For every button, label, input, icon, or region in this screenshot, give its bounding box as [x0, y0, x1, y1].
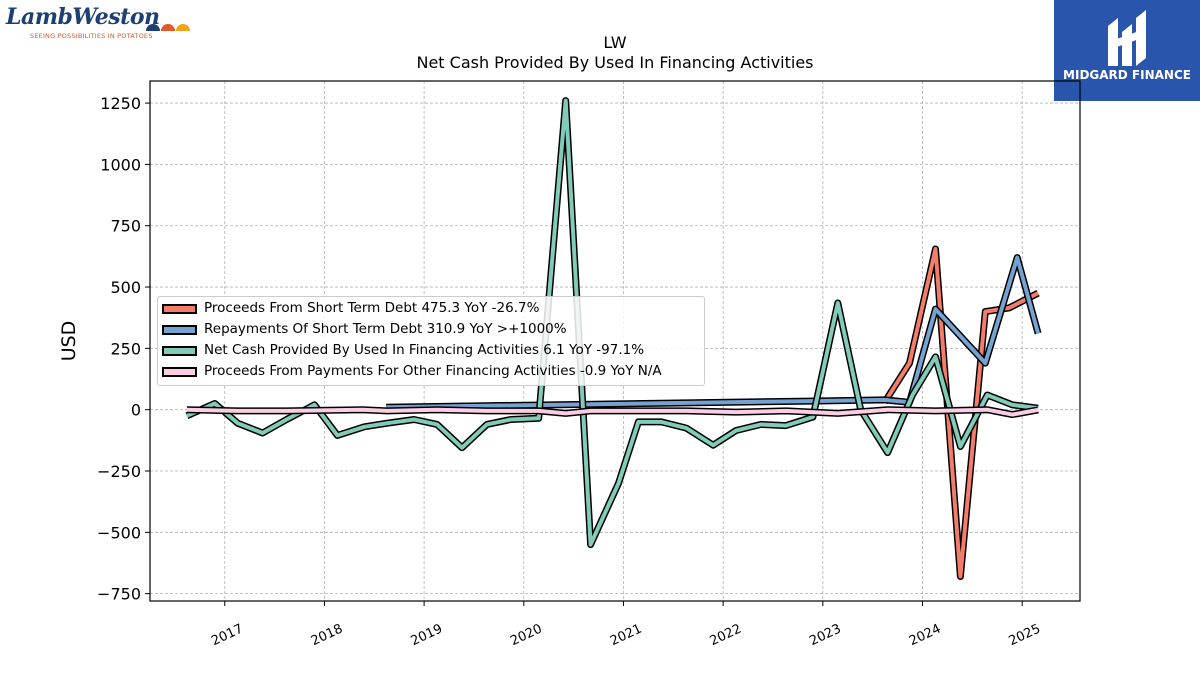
y-tick-label: −750: [97, 585, 141, 604]
series-1: [386, 254, 1042, 411]
legend-label: Proceeds From Payments For Other Financi…: [204, 363, 662, 379]
legend-entry-repayments-short-term-debt: Repayments Of Short Term Debt 310.9 YoY …: [162, 320, 702, 340]
series-line: [386, 255, 1041, 410]
legend-swatch: [162, 367, 197, 377]
plot-frame: [149, 80, 1081, 602]
legend-swatch: [162, 325, 197, 335]
y-tick-label: 500: [110, 278, 141, 297]
legend-label: Net Cash Provided By Used In Financing A…: [204, 342, 645, 358]
lambweston-tagline: SEEING POSSIBILITIES IN POTATOES: [30, 32, 153, 40]
series-line: [186, 98, 1039, 547]
y-tick-label: 1250: [100, 94, 141, 113]
midgard-emblem-icon: [1108, 10, 1146, 66]
x-tick-label: 2021: [608, 622, 644, 650]
chart-legend: Proceeds From Short Term Debt 475.3 YoY …: [157, 296, 705, 386]
legend-entry-other-financing: Proceeds From Payments For Other Financi…: [162, 362, 702, 382]
legend-entry-net-cash-financing: Net Cash Provided By Used In Financing A…: [162, 341, 702, 361]
y-tick-label: 0: [131, 401, 141, 420]
x-tick-label: 2018: [309, 622, 345, 650]
series-line: [882, 247, 1040, 579]
midgard-finance-name: MIDGARD FINANCE: [1063, 68, 1191, 82]
x-tick-label: 2023: [807, 622, 843, 650]
y-tick-label: −500: [97, 523, 141, 542]
y-tick-label: 750: [110, 217, 141, 236]
lambweston-wordmark: LambWeston: [6, 4, 160, 30]
x-tick-label: 2019: [409, 622, 445, 650]
legend-label: Proceeds From Short Term Debt 475.3 YoY …: [204, 300, 540, 316]
chart-subtitle: Net Cash Provided By Used In Financing A…: [416, 53, 814, 72]
legend-entry-proceeds-short-term-debt: Proceeds From Short Term Debt 475.3 YoY …: [162, 299, 702, 319]
series-0: [881, 245, 1040, 580]
lambweston-logo: LambWeston SEEING POSSIBILITIES IN POTAT…: [6, 4, 196, 44]
legend-swatch: [162, 304, 197, 314]
y-tick-label: 250: [110, 339, 141, 358]
y-axis-label: USD: [58, 321, 80, 362]
series-3: [186, 406, 1039, 419]
x-tick-label: 2025: [1007, 622, 1043, 650]
x-tick-label: 2020: [508, 622, 544, 650]
x-tick-label: 2022: [708, 622, 744, 650]
midgard-finance-logo: MIDGARD FINANCE: [1054, 0, 1200, 101]
series-2: [185, 97, 1039, 549]
legend-label: Repayments Of Short Term Debt 310.9 YoY …: [204, 321, 567, 337]
chart-title: LW: [603, 33, 627, 52]
x-tick-label: 2024: [907, 622, 943, 650]
legend-swatch: [162, 346, 197, 356]
series-line: [186, 407, 1039, 417]
x-tick-label: 2017: [209, 622, 245, 650]
y-tick-label: 1000: [100, 155, 141, 174]
y-tick-label: −250: [97, 462, 141, 481]
lambweston-dots-icon: [146, 24, 190, 31]
